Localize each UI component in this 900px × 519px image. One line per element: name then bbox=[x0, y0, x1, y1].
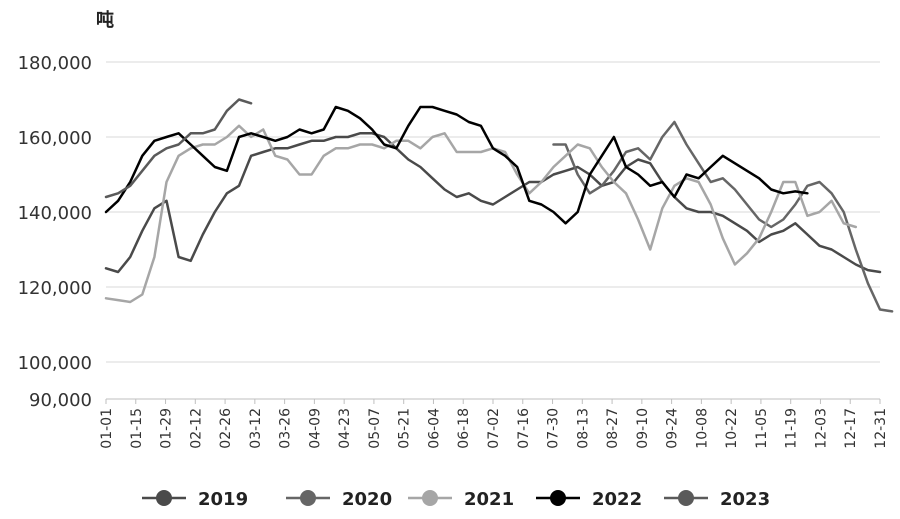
y-axis-tick-labels: 90,000 100,000 120,000 140,000 160,000 180,00… bbox=[18, 53, 92, 411]
x-tick-label: 10-08 bbox=[694, 408, 710, 449]
y-unit-label: 吨 bbox=[96, 9, 114, 31]
x-tick-label: 08-13 bbox=[575, 408, 591, 449]
x-tick-label: 12-31 bbox=[873, 408, 889, 449]
x-tick-label: 05-21 bbox=[397, 408, 413, 449]
x-tick-label: 09-10 bbox=[635, 408, 651, 449]
x-tick-label: 01-15 bbox=[129, 408, 145, 449]
x-tick-label: 07-16 bbox=[516, 408, 532, 449]
x-tick-label: 12-03 bbox=[813, 408, 829, 449]
x-tick-label: 06-18 bbox=[456, 408, 472, 449]
y-tick-label: 180,000 bbox=[18, 53, 92, 74]
legend-label-2020: 2020 bbox=[342, 489, 392, 510]
legend-marker-2019 bbox=[156, 490, 172, 506]
legend: 2019 2020 2021 2022 2023 bbox=[142, 489, 770, 510]
y-tick-label: 160,000 bbox=[18, 128, 92, 149]
legend-marker-2020 bbox=[300, 490, 316, 506]
legend-marker-2023 bbox=[678, 490, 694, 506]
x-tick-label: 02-26 bbox=[218, 408, 234, 449]
grid-layer bbox=[106, 61, 880, 400]
legend-marker-2021 bbox=[422, 490, 438, 506]
y-tick-label: 120,000 bbox=[18, 278, 92, 299]
series-layer bbox=[104, 98, 894, 313]
x-tick-label: 04-09 bbox=[307, 408, 323, 449]
legend-label-2023: 2023 bbox=[720, 489, 770, 510]
series-line-2023 bbox=[104, 98, 253, 199]
legend-label-2022: 2022 bbox=[592, 489, 642, 510]
legend-marker-2022 bbox=[550, 490, 566, 506]
series-line-2019 bbox=[104, 132, 882, 274]
series-line-2022 bbox=[104, 105, 809, 225]
x-tick-label: 03-26 bbox=[278, 408, 294, 449]
series-line-2021 bbox=[104, 124, 858, 304]
x-tick-label: 03-12 bbox=[248, 408, 264, 449]
y-tick-label: 100,000 bbox=[18, 353, 92, 374]
x-tick-label: 02-12 bbox=[188, 408, 204, 449]
x-tick-label: 01-01 bbox=[99, 408, 115, 449]
x-tick-label: 08-27 bbox=[605, 408, 621, 449]
x-tick-label: 11-05 bbox=[754, 408, 770, 449]
x-tick-label: 06-04 bbox=[426, 408, 442, 449]
x-tick-label: 10-22 bbox=[724, 408, 740, 449]
y-tick-label: 90,000 bbox=[29, 390, 92, 411]
x-tick-label: 07-30 bbox=[546, 408, 562, 449]
x-tick-label: 09-24 bbox=[665, 408, 681, 449]
x-tick-label: 07-02 bbox=[486, 408, 502, 449]
x-tick-label: 05-07 bbox=[367, 408, 383, 449]
x-tick-label: 01-29 bbox=[159, 408, 175, 449]
legend-label-2019: 2019 bbox=[198, 489, 248, 510]
x-tick-label: 12-17 bbox=[843, 408, 859, 449]
x-axis-tick-labels: 01-01 01-15 01-29 02-12 02-26 03-12 03-26 04-09… bbox=[99, 399, 889, 449]
y-tick-label: 140,000 bbox=[18, 203, 92, 224]
legend-label-2021: 2021 bbox=[464, 489, 514, 510]
x-tick-label: 04-23 bbox=[337, 408, 353, 449]
x-tick-label: 11-19 bbox=[784, 408, 800, 449]
